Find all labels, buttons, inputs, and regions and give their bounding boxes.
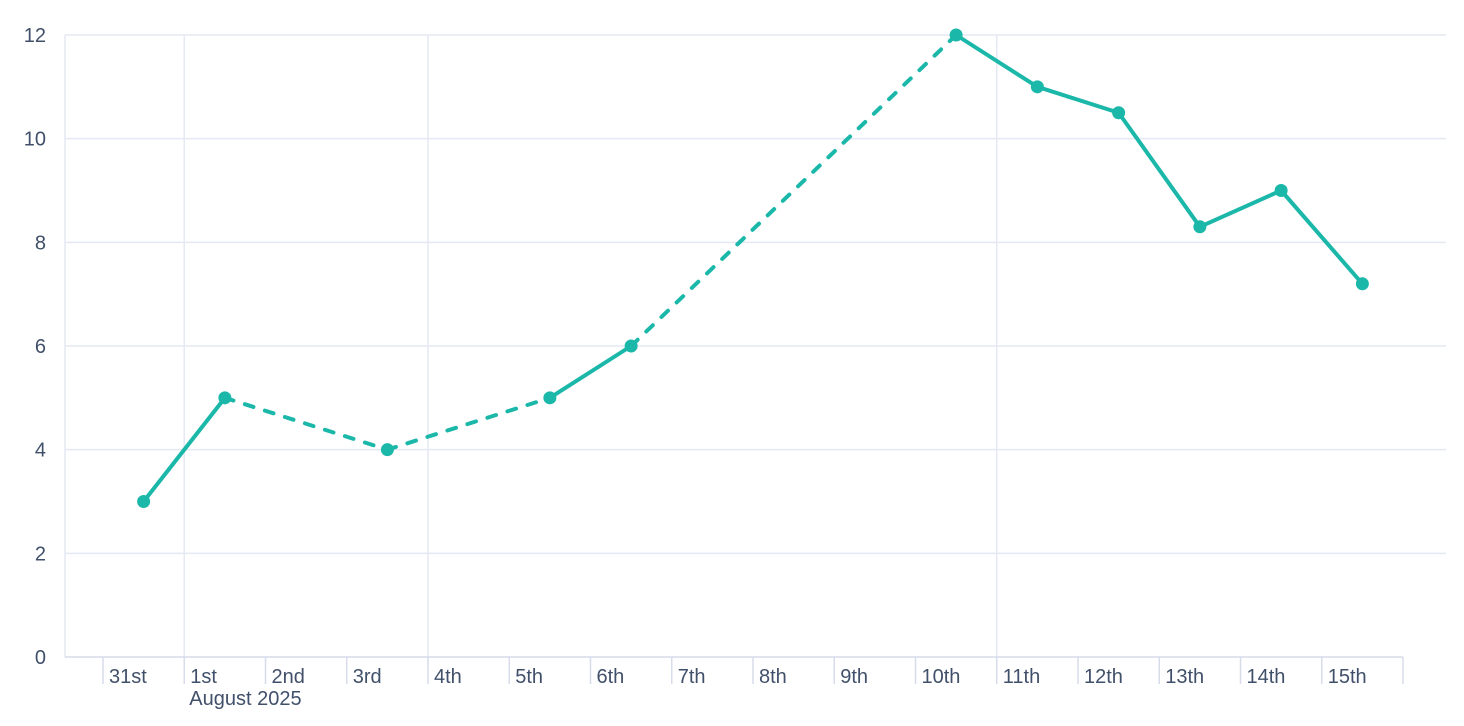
x-axis-label: 11th <box>1003 666 1040 688</box>
y-axis-label: 10 <box>24 129 46 151</box>
x-axis-label: 9th <box>840 666 868 688</box>
x-axis-label: 15th <box>1328 666 1367 688</box>
series-segment-solid <box>1035 84 1121 115</box>
data-point-marker[interactable] <box>543 391 557 405</box>
y-axis-label: 6 <box>35 336 46 358</box>
x-axis-label: 8th <box>759 666 787 688</box>
series-segment-solid <box>1116 110 1202 229</box>
x-axis-label: 13th <box>1165 666 1204 688</box>
series-segment-solid <box>141 395 227 504</box>
x-axis-label: 10th <box>922 666 961 688</box>
x-axis-label: 12th <box>1084 666 1123 688</box>
x-axis-label: 6th <box>597 666 625 688</box>
data-point-marker[interactable] <box>624 339 638 353</box>
x-axis-label: 2nd <box>272 666 305 688</box>
data-point-marker[interactable] <box>949 28 963 42</box>
x-axis-label: 4th <box>434 666 462 688</box>
data-point-marker[interactable] <box>1274 184 1288 197</box>
x-axis-label: 5th <box>515 666 543 688</box>
data-point-marker[interactable] <box>380 443 394 457</box>
y-axis-label: 2 <box>35 543 46 565</box>
data-point-marker[interactable] <box>1193 220 1207 234</box>
y-axis-label: 12 <box>24 25 46 47</box>
series-segment-solid <box>954 33 1040 89</box>
x-axis-label: 7th <box>678 666 706 688</box>
x-axis-label: 1st <box>190 666 217 688</box>
series-segment-solid <box>547 344 634 400</box>
x-axis-label: 3rd <box>353 666 382 688</box>
data-point-marker[interactable] <box>1355 277 1369 291</box>
series-segment-solid <box>1279 188 1365 286</box>
data-point-marker[interactable] <box>1112 106 1126 120</box>
x-axis-label: 14th <box>1247 666 1286 688</box>
series-segment-dashed <box>629 33 959 348</box>
y-axis-label: 4 <box>35 440 46 462</box>
y-axis-label: 8 <box>35 232 46 254</box>
data-point-marker[interactable] <box>1030 80 1044 94</box>
x-axis-month-label: August 2025 <box>189 688 301 710</box>
y-axis-label: 0 <box>35 647 46 669</box>
data-point-marker[interactable] <box>218 391 232 405</box>
series-segment-dashed <box>222 395 390 452</box>
data-point-marker[interactable] <box>137 495 151 508</box>
series-segment-dashed <box>385 395 552 452</box>
series-segment-solid <box>1197 188 1284 229</box>
x-axis-label: 31st <box>109 666 147 688</box>
